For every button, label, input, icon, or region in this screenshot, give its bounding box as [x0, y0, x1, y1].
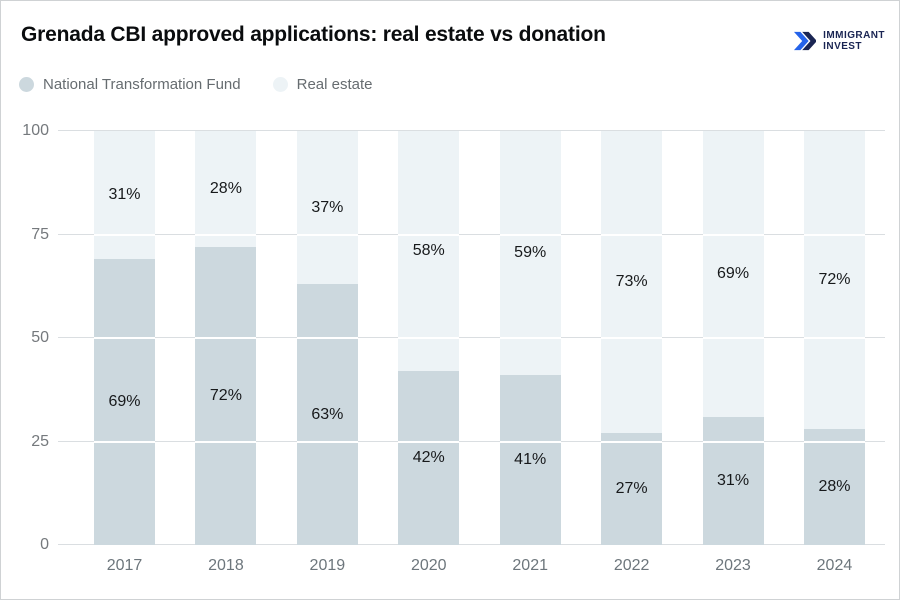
segment-value-label: 28% [818, 478, 851, 496]
x-tick-label-2021: 2021 [512, 557, 548, 574]
gridline-0 [58, 544, 885, 545]
chart-title: Grenada CBI approved applications: real … [21, 23, 606, 46]
bars-container: 31% 69% 28% 72% 37% 63% 58% 42% 59% 41% 73% 27% 69% 3… [58, 131, 885, 545]
bar-column-2017: 31% 69% [94, 131, 155, 545]
bar-column-2021: 59% 41% [499, 131, 561, 545]
bar-gridline-overlay-75 [803, 233, 865, 236]
segment-national-transformation-fund-2021: 41% [499, 375, 561, 545]
segment-value-label: 31% [717, 471, 750, 489]
segment-real-estate-2023: 69% [702, 131, 764, 417]
segment-value-label: 72% [818, 271, 851, 289]
segment-value-label: 59% [514, 244, 547, 262]
x-tick-label-2024: 2024 [816, 557, 853, 574]
double-chevron-icon [794, 32, 817, 51]
logo-line2: INVEST [823, 41, 862, 53]
bar-gridline-overlay-75 [296, 233, 358, 236]
bar-column-2024: 72% 28% [803, 131, 865, 545]
segment-value-label: 58% [412, 242, 445, 260]
bar-gridline-overlay-25 [195, 440, 257, 443]
gridline-75 [58, 233, 885, 235]
bar-column-2018: 28% 72% [195, 131, 257, 545]
x-tick-label-2023: 2023 [715, 557, 751, 574]
segment-value-label: 31% [108, 186, 141, 204]
y-tick-label-0: 0 [40, 536, 49, 553]
bar-column-2023: 69% 31% [702, 131, 764, 545]
bar-gridline-overlay-75 [601, 233, 663, 236]
gridline-100 [58, 130, 885, 131]
segment-national-transformation-fund-2022: 27% [601, 433, 663, 545]
segment-value-label: 42% [412, 449, 445, 467]
bar-gridline-overlay-50 [803, 337, 865, 339]
segment-value-label: 69% [108, 393, 141, 411]
segment-value-label: 41% [514, 451, 547, 469]
bar-gridline-overlay-50 [398, 337, 460, 339]
segment-national-transformation-fund-2019: 63% [296, 284, 358, 545]
y-tick-label-25: 25 [31, 432, 49, 450]
bar-gridline-overlay-50 [94, 337, 155, 339]
bar-gridline-overlay-50 [296, 337, 358, 339]
segment-real-estate-2021: 59% [499, 131, 561, 376]
plot-area: 31% 69% 28% 72% 37% 63% 58% 42% 59% 41% 73% 27% 69% 3… [22, 122, 885, 553]
y-tick-label-75: 75 [31, 225, 49, 243]
x-tick-label-2019: 2019 [309, 557, 346, 574]
x-axis-labels: 2017 2018 2019 2020 2021 2022 2023 2024 [58, 557, 885, 575]
x-tick-label-2018: 2018 [208, 557, 244, 574]
segment-value-label: 37% [311, 198, 344, 216]
x-tick-label-2022: 2022 [613, 557, 650, 574]
x-tick-label-2017: 2017 [106, 557, 143, 574]
legend-item-ntf: National Transformation Fund [19, 76, 241, 93]
bar-gridline-overlay-50 [601, 337, 663, 339]
segment-real-estate-2018: 28% [195, 131, 257, 247]
x-tick-label-2020: 2020 [410, 557, 447, 574]
bar-gridline-overlay-75 [499, 233, 561, 236]
bar-gridline-overlay-50 [702, 337, 764, 339]
segment-value-label: 28% [209, 179, 242, 197]
legend-dot-real-estate [272, 77, 288, 92]
segment-national-transformation-fund-2023: 31% [702, 416, 764, 545]
segment-real-estate-2019: 37% [296, 131, 358, 285]
legend-item-real-estate: Real estate [272, 76, 373, 93]
bar-gridline-overlay-25 [94, 440, 155, 443]
y-tick-label-100: 100 [22, 122, 49, 139]
segment-value-label: 63% [311, 405, 344, 423]
legend: National Transformation Fund Real estate [19, 76, 373, 93]
segment-value-label: 73% [615, 273, 648, 291]
segment-national-transformation-fund-2017: 69% [94, 259, 155, 545]
bar-gridline-overlay-75 [94, 233, 155, 236]
bar-gridline-overlay-25 [398, 440, 460, 443]
legend-label-real-estate: Real estate [296, 76, 373, 93]
bar-gridline-overlay-25 [296, 440, 358, 443]
gridline-50 [58, 337, 885, 338]
bar-gridline-overlay-75 [398, 233, 460, 236]
segment-value-label: 27% [615, 480, 648, 498]
segment-value-label: 69% [717, 264, 750, 282]
bar-column-2020: 58% 42% [398, 131, 460, 545]
legend-dot-ntf [19, 77, 34, 92]
bar-gridline-overlay-25 [803, 440, 865, 443]
segment-real-estate-2022: 73% [601, 131, 663, 434]
segment-national-transformation-fund-2018: 72% [195, 246, 257, 545]
segment-real-estate-2020: 58% [398, 131, 460, 372]
bar-gridline-overlay-25 [601, 440, 663, 443]
bar-column-2019: 37% 63% [296, 131, 358, 545]
segment-value-label: 72% [209, 386, 242, 404]
logo-line1: IMMIGRANT [823, 30, 885, 41]
bar-gridline-overlay-25 [702, 440, 764, 443]
segment-real-estate-2024: 72% [803, 131, 865, 430]
segment-national-transformation-fund-2024: 28% [803, 429, 865, 545]
immigrant-invest-logo[interactable]: IMMIGRANT INVEST [793, 30, 885, 52]
bar-gridline-overlay-25 [499, 440, 561, 443]
gridline-25 [58, 440, 885, 442]
legend-label-ntf: National Transformation Fund [43, 76, 241, 93]
y-tick-label-50: 50 [31, 329, 49, 346]
segment-national-transformation-fund-2020: 42% [398, 371, 460, 545]
bar-gridline-overlay-75 [702, 233, 764, 236]
logo-text: IMMIGRANT INVEST [823, 30, 885, 52]
segment-real-estate-2017: 31% [94, 131, 155, 260]
bar-gridline-overlay-75 [195, 233, 257, 236]
bar-gridline-overlay-50 [195, 337, 257, 339]
bar-column-2022: 73% 27% [601, 131, 663, 545]
bar-gridline-overlay-50 [499, 337, 561, 339]
